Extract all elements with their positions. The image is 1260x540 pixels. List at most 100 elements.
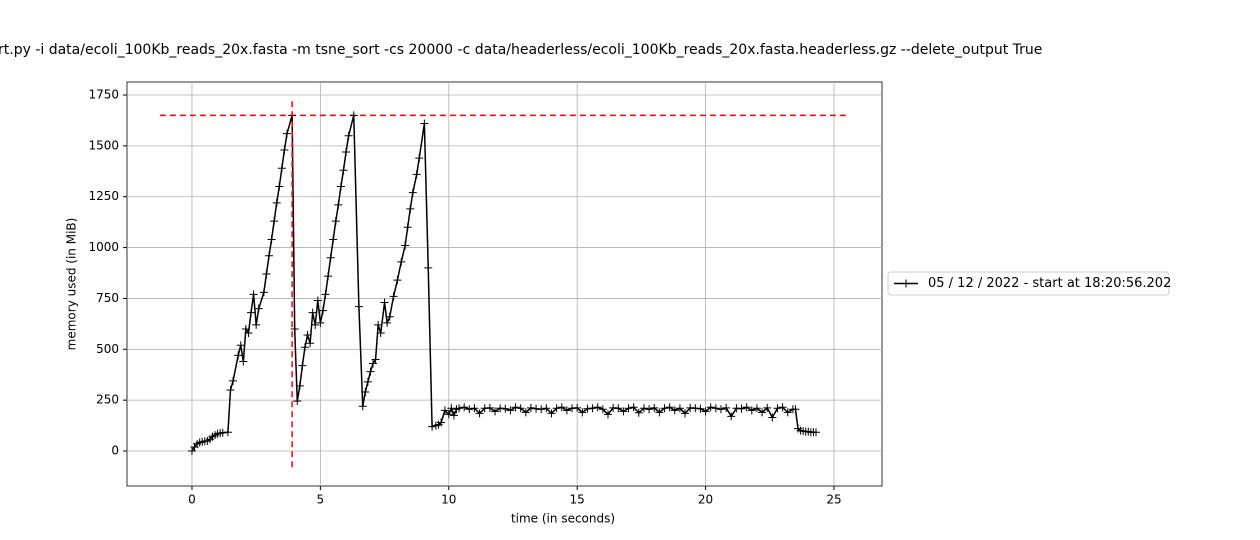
point-marker bbox=[334, 200, 343, 209]
point-marker bbox=[701, 407, 710, 416]
point-marker bbox=[254, 304, 263, 313]
point-marker bbox=[397, 257, 406, 266]
point-marker bbox=[252, 320, 261, 329]
point-marker bbox=[537, 405, 546, 414]
point-marker bbox=[511, 403, 520, 412]
point-marker bbox=[403, 223, 412, 232]
point-marker bbox=[552, 404, 561, 413]
point-marker bbox=[306, 339, 315, 348]
point-marker bbox=[562, 406, 571, 415]
point-marker bbox=[361, 388, 370, 397]
point-marker bbox=[295, 381, 304, 390]
point-marker bbox=[573, 403, 582, 412]
point-marker bbox=[444, 410, 453, 419]
x-tick-label: 15 bbox=[570, 493, 585, 507]
point-marker bbox=[696, 404, 705, 413]
point-marker bbox=[303, 331, 312, 340]
series-line bbox=[191, 115, 817, 452]
point-marker bbox=[526, 403, 535, 412]
point-marker bbox=[675, 404, 684, 413]
point-marker bbox=[655, 408, 664, 417]
point-marker bbox=[455, 404, 464, 413]
y-tick-label: 1000 bbox=[88, 240, 119, 254]
point-marker bbox=[408, 188, 417, 197]
y-tick-label: 750 bbox=[96, 291, 119, 305]
point-marker bbox=[593, 403, 602, 412]
point-marker bbox=[415, 154, 424, 163]
point-marker bbox=[475, 409, 484, 418]
point-marker bbox=[619, 407, 628, 416]
point-marker bbox=[401, 241, 410, 250]
point-marker bbox=[313, 296, 322, 305]
x-tick-label: 20 bbox=[698, 493, 713, 507]
point-marker bbox=[598, 405, 607, 414]
point-marker bbox=[773, 404, 782, 413]
point-marker bbox=[331, 217, 340, 226]
legend-marker bbox=[902, 279, 910, 288]
point-marker bbox=[354, 302, 363, 311]
point-marker bbox=[290, 324, 299, 333]
point-marker bbox=[349, 111, 358, 120]
point-marker bbox=[470, 404, 479, 413]
point-marker bbox=[336, 182, 345, 191]
point-marker bbox=[275, 182, 284, 191]
point-marker bbox=[532, 404, 541, 413]
y-tick-label: 500 bbox=[96, 342, 119, 356]
point-marker bbox=[412, 170, 421, 179]
point-marker bbox=[778, 403, 787, 412]
point-marker bbox=[603, 410, 612, 419]
point-marker bbox=[376, 329, 385, 338]
point-marker bbox=[383, 318, 392, 327]
point-marker bbox=[645, 405, 654, 414]
point-marker bbox=[267, 235, 276, 244]
point-marker bbox=[747, 406, 756, 415]
point-marker bbox=[614, 404, 623, 413]
point-marker bbox=[293, 397, 302, 406]
point-marker bbox=[374, 320, 383, 329]
point-marker bbox=[244, 329, 253, 338]
point-marker bbox=[485, 403, 494, 412]
point-marker bbox=[660, 404, 669, 413]
point-marker bbox=[624, 404, 633, 413]
point-marker bbox=[358, 402, 367, 411]
y-tick-label: 1500 bbox=[88, 138, 119, 152]
point-marker bbox=[763, 403, 772, 412]
point-marker bbox=[670, 406, 679, 415]
point-marker bbox=[272, 198, 281, 207]
point-marker bbox=[316, 318, 325, 327]
point-marker bbox=[380, 298, 389, 307]
point-marker bbox=[363, 377, 372, 386]
point-marker bbox=[239, 357, 248, 366]
point-marker bbox=[711, 404, 720, 413]
point-marker bbox=[282, 129, 291, 138]
point-marker bbox=[339, 166, 348, 175]
point-marker bbox=[298, 361, 307, 370]
point-marker bbox=[516, 404, 525, 413]
point-marker bbox=[389, 292, 398, 301]
point-marker bbox=[385, 312, 394, 321]
point-marker bbox=[639, 404, 648, 413]
y-axis-label: memory used (in MiB) bbox=[65, 218, 79, 351]
point-marker bbox=[752, 404, 761, 413]
point-marker bbox=[737, 404, 746, 413]
point-marker bbox=[247, 308, 256, 317]
legend-box bbox=[887, 271, 1170, 296]
y-tick-label: 1250 bbox=[88, 189, 119, 203]
point-marker bbox=[465, 405, 474, 414]
point-marker bbox=[665, 403, 674, 412]
point-marker bbox=[259, 288, 268, 297]
point-marker bbox=[460, 403, 469, 412]
point-marker bbox=[449, 411, 458, 420]
point-marker bbox=[344, 131, 353, 140]
point-marker bbox=[329, 235, 338, 244]
point-marker bbox=[311, 320, 320, 329]
legend-label: 05 / 12 / 2022 - start at 18:20:56.202 bbox=[928, 276, 1171, 291]
point-marker bbox=[369, 359, 378, 368]
y-tick-label: 250 bbox=[96, 393, 119, 407]
point-marker bbox=[812, 428, 821, 437]
point-marker bbox=[324, 272, 333, 281]
point-marker bbox=[262, 270, 271, 279]
point-marker bbox=[326, 253, 335, 262]
point-marker bbox=[727, 412, 736, 421]
point-marker bbox=[588, 404, 597, 413]
